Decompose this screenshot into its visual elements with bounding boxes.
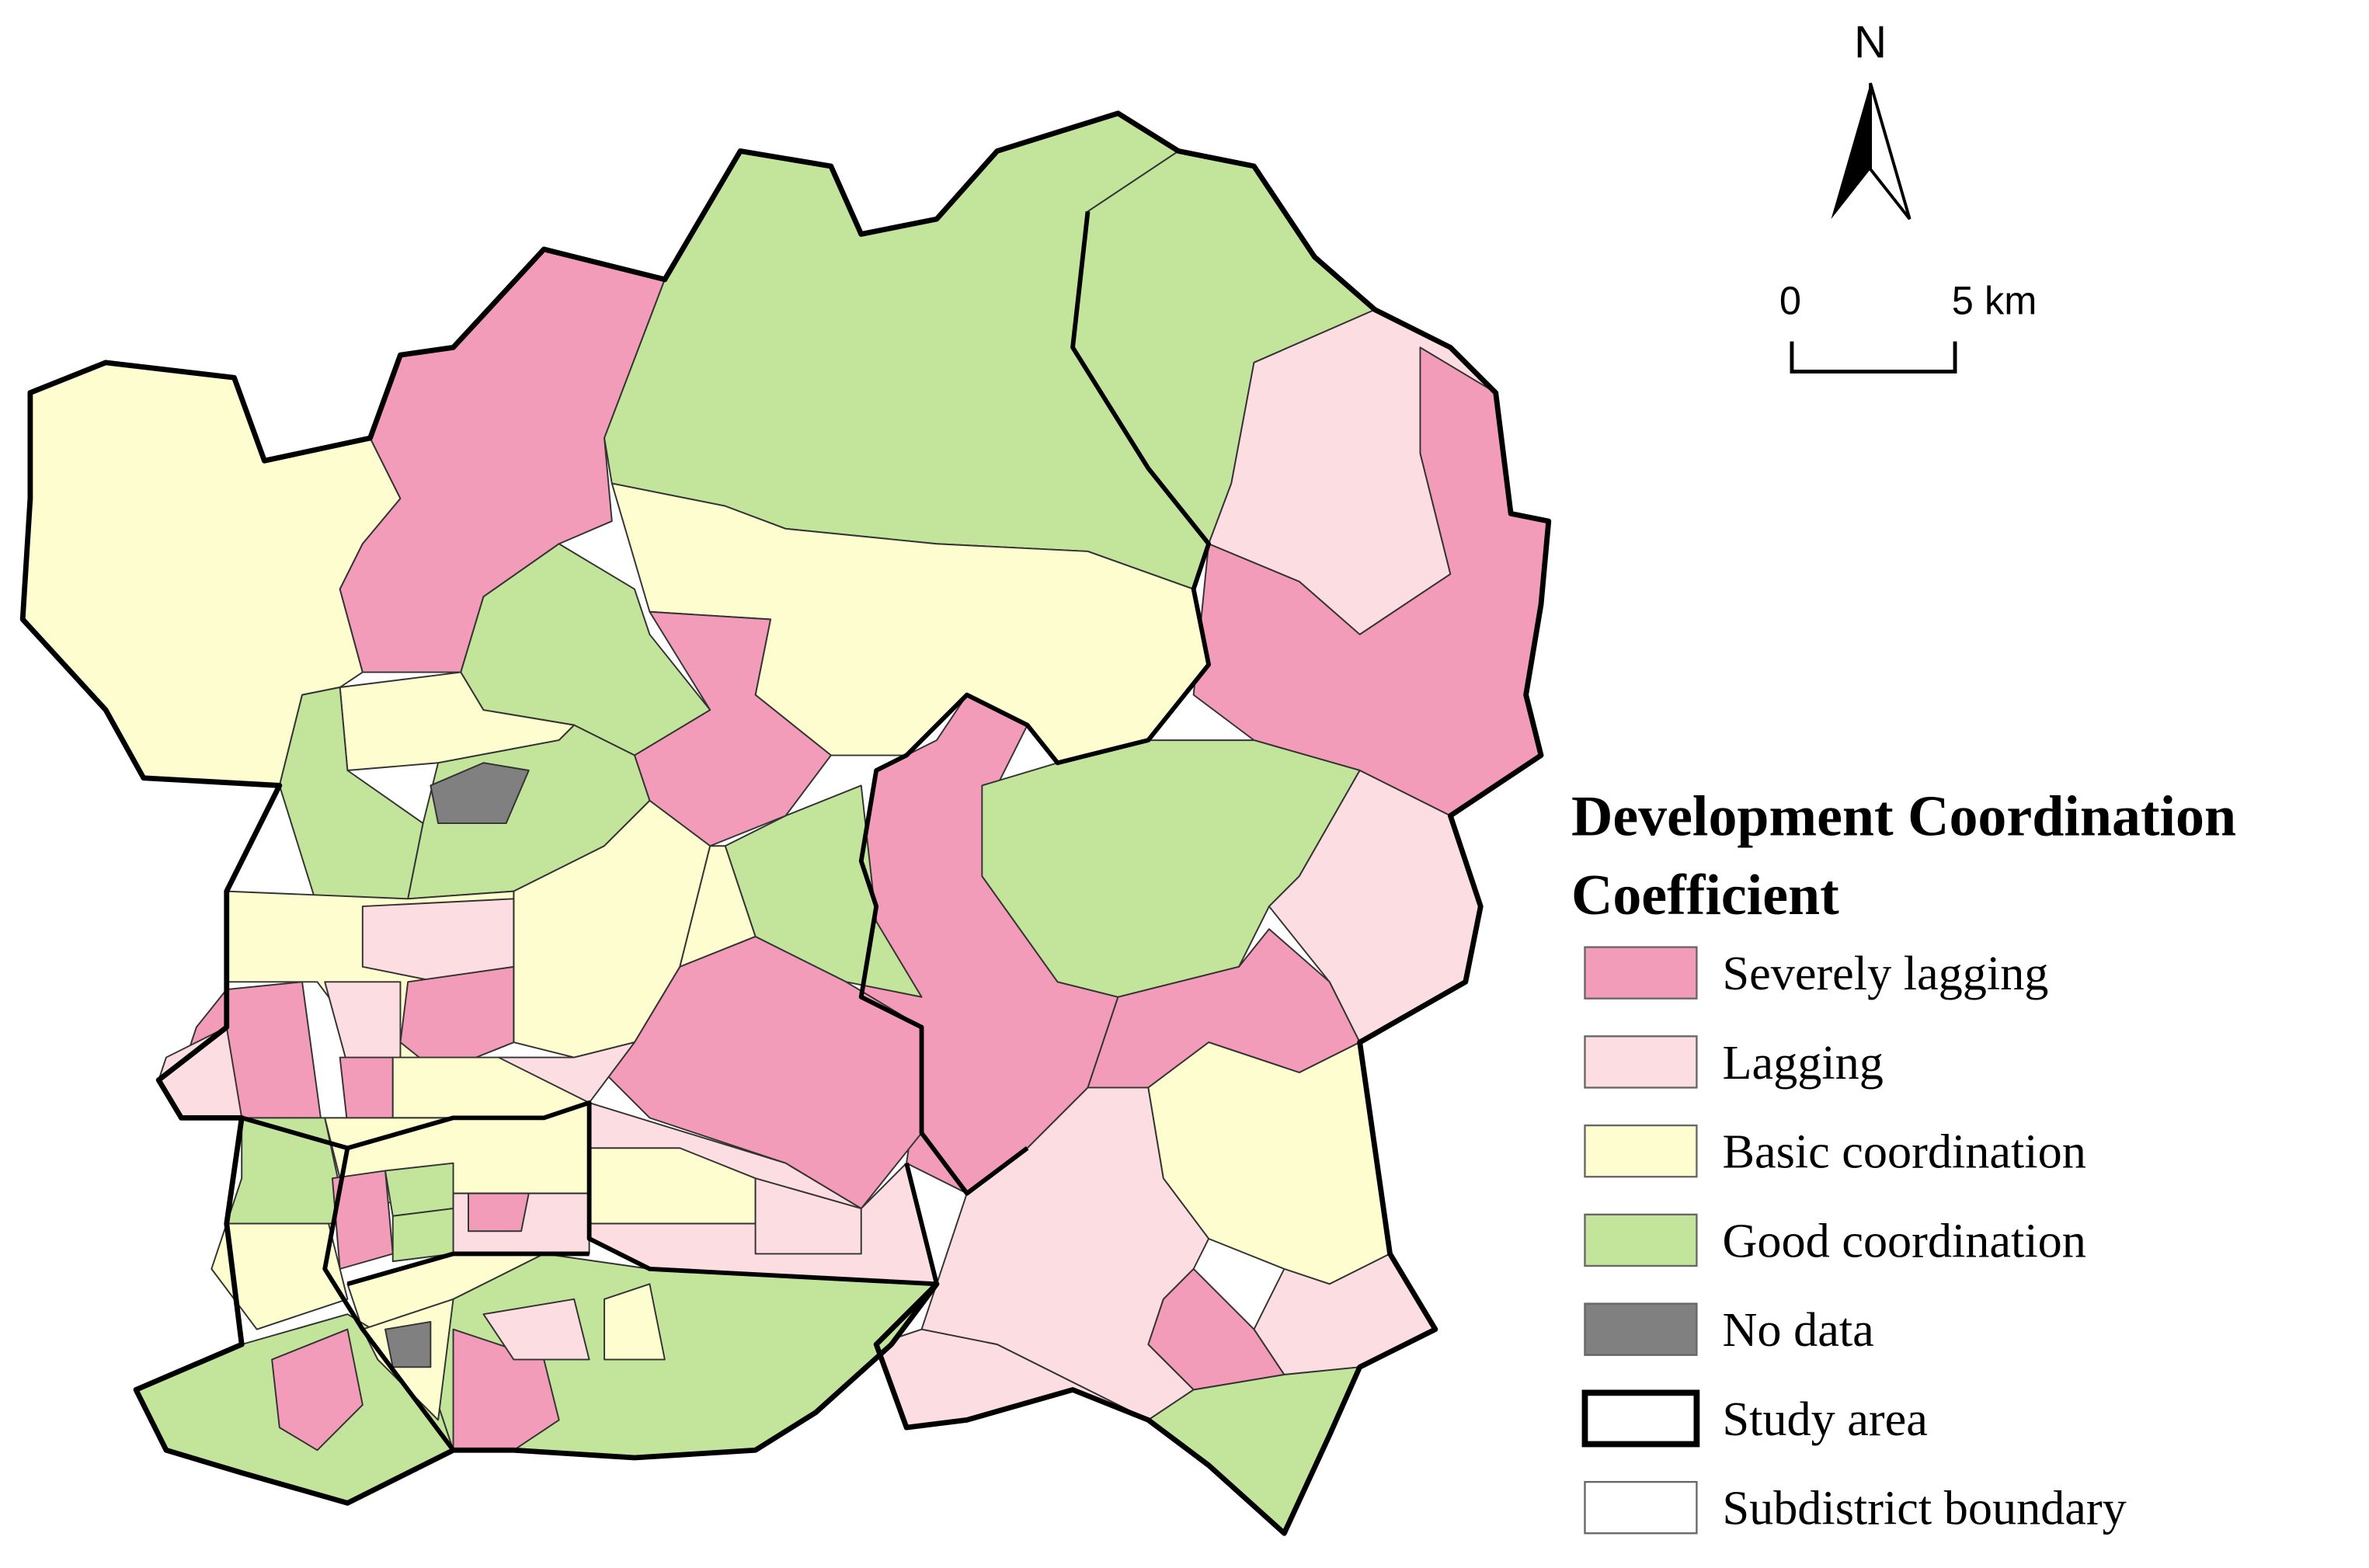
legend-swatch: [1584, 1035, 1698, 1089]
subdistrict: [339, 1056, 394, 1127]
subdistrict: [920, 1086, 1210, 1421]
legend-label: Lagging: [1722, 1037, 1883, 1090]
legend-swatch: [1581, 1389, 1700, 1448]
legend: Severely lagging Lagging Basic coordinatio…: [1581, 946, 2127, 1535]
legend-label: Good coordination: [1722, 1215, 2085, 1267]
subdistrict: [604, 1283, 666, 1361]
legend-swatch: [1584, 1213, 1698, 1267]
legend-label: No data: [1722, 1304, 1873, 1357]
subdistrict: [468, 1192, 530, 1232]
district-outline: [241, 210, 1212, 1452]
study-area-outline: [19, 110, 1552, 1536]
legend-title-box: Development Coordination Coefficient: [1571, 785, 2237, 928]
north-arrow-left: [1831, 82, 1871, 220]
subdistrict: [391, 1208, 454, 1263]
legend-swatch: [1584, 1480, 1698, 1535]
legend-swatch: [1584, 1124, 1698, 1178]
subdistrict: [324, 981, 402, 1066]
legend-swatch: [1584, 946, 1698, 1000]
subdistrict: [633, 610, 832, 847]
north-arrow-right: [1869, 82, 1912, 221]
subdistrict: [271, 1328, 364, 1452]
scale-end: 5 km: [1952, 279, 2037, 323]
legend-label: Study area: [1722, 1393, 1927, 1446]
legend-title: Development Coordination Coefficient: [1571, 785, 2237, 928]
legend-swatch: [1584, 1302, 1698, 1356]
subdistricts: [22, 112, 1550, 1535]
subdistrict: [754, 1177, 862, 1255]
north-label: N: [1854, 17, 1887, 68]
subdistrict: [225, 1117, 349, 1225]
subdistrict: [384, 1320, 432, 1368]
subdistrict: [497, 1041, 635, 1104]
scale-start: 0: [1779, 279, 1801, 323]
legend-label: Basic coordination: [1722, 1126, 2085, 1179]
scale-bar: [1790, 341, 1957, 374]
subdistrict: [430, 762, 530, 825]
subdistrict: [384, 1162, 454, 1217]
legend-label: Severely lagging: [1722, 947, 2048, 1000]
legend-label: Subdistrict boundary: [1722, 1483, 2126, 1535]
subdistrict: [482, 1298, 590, 1361]
